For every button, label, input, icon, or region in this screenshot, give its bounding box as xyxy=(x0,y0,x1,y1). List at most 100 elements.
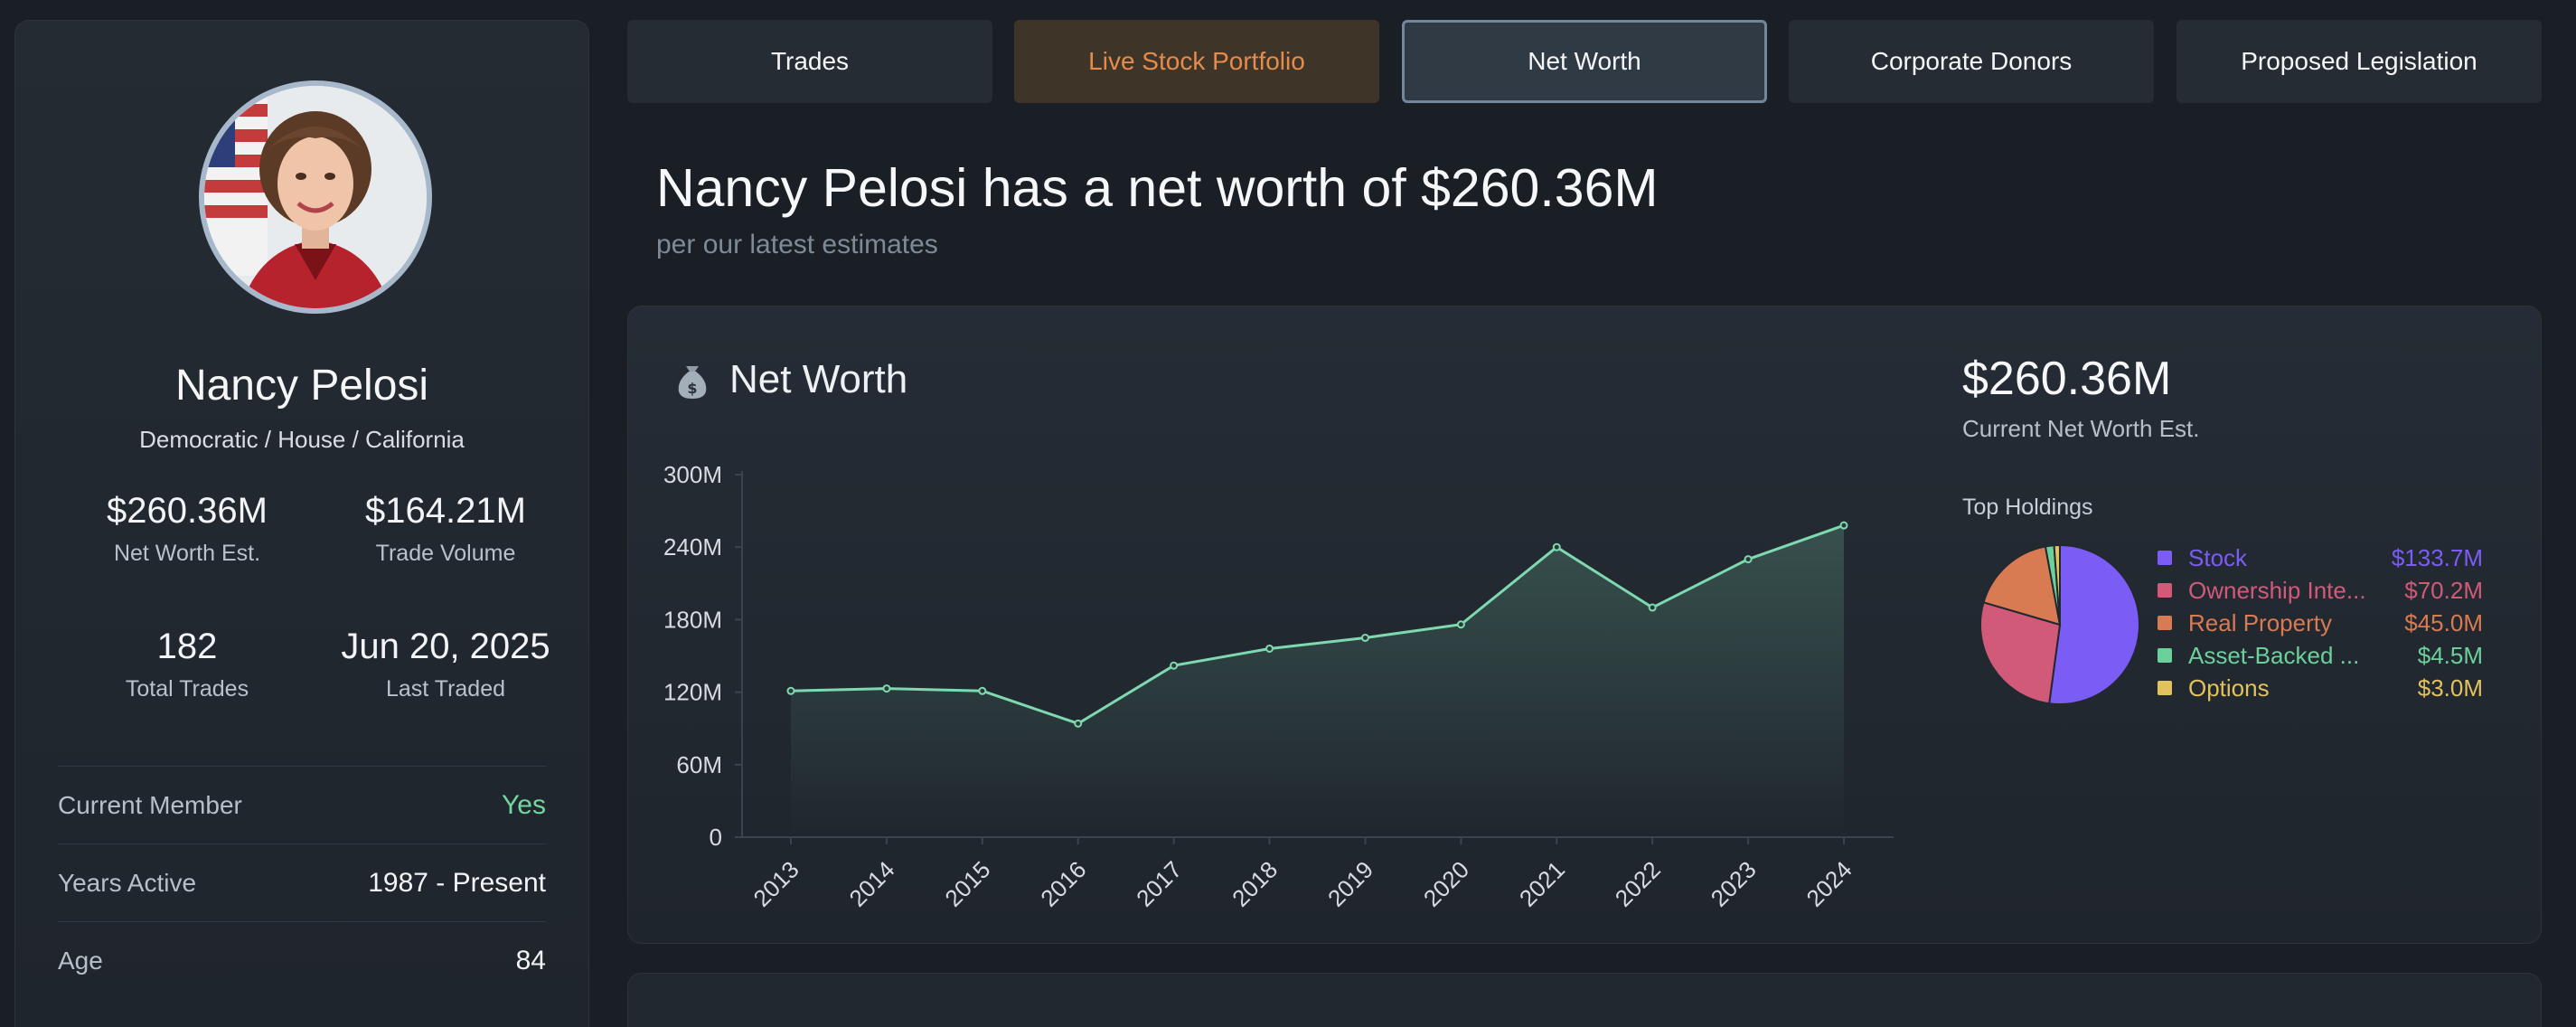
net-worth-card: $ Net Worth 0 60M 120M 180M 240M 300M 2013 2014… xyxy=(627,306,2542,944)
legend-swatch xyxy=(2158,583,2172,598)
legend-value: $70.2M xyxy=(2404,576,2483,604)
member-name: Nancy Pelosi xyxy=(174,362,429,410)
data-point xyxy=(1648,603,1657,612)
y-tick-label: 60M xyxy=(676,751,722,778)
data-point xyxy=(978,686,987,695)
stat-label: Net Worth Est. xyxy=(113,541,261,566)
row-key: Age xyxy=(58,946,103,975)
member-sidebar: Nancy Pelosi Democratic / House / Califo… xyxy=(14,20,589,1027)
y-tick-label: 300M xyxy=(663,461,722,488)
stat-label: Total Trades xyxy=(125,676,249,702)
data-point xyxy=(1839,521,1848,530)
row-years-active: Years Active 1987 - Present xyxy=(58,843,546,921)
x-tick-label: 2023 xyxy=(1706,856,1762,912)
member-party-chamber-state: Democratic / House / California xyxy=(139,426,465,453)
stat-net-worth: $260.36M Net Worth Est. xyxy=(56,491,318,567)
tab-live-stock-portfolio[interactable]: Live Stock Portfolio xyxy=(1014,20,1379,103)
pie-slice[interactable] xyxy=(2048,543,2140,705)
legend-label: Stock xyxy=(2188,543,2248,571)
y-tick-label: 0 xyxy=(710,824,722,851)
row-value: Yes xyxy=(502,789,546,820)
legend-item[interactable]: Options $3.0M xyxy=(2158,672,2483,704)
legend-value: $133.7M xyxy=(2391,543,2483,571)
legend-label: Ownership Inte... xyxy=(2188,576,2366,604)
top-holdings-title: Top Holdings xyxy=(1962,495,2093,520)
stat-label: Last Traded xyxy=(385,676,506,702)
row-key: Current Member xyxy=(58,790,242,819)
x-tick-label: 2022 xyxy=(1610,856,1666,912)
current-net-worth-value: $260.36M xyxy=(1962,353,2172,405)
money-bag-icon: $ xyxy=(678,366,707,399)
x-tick-label: 2021 xyxy=(1514,856,1570,912)
data-point xyxy=(786,686,795,695)
stat-total-trades: 182 Total Trades xyxy=(56,627,318,702)
legend-item[interactable]: Asset-Backed ... $4.5M xyxy=(2158,639,2483,672)
data-point xyxy=(1360,633,1369,642)
card-title-text: Net Worth xyxy=(729,357,908,401)
data-point xyxy=(882,684,891,693)
legend-swatch xyxy=(2158,551,2172,565)
y-tick-label: 240M xyxy=(663,533,722,561)
x-tick-label: 2014 xyxy=(843,856,899,912)
legend-item[interactable]: Real Property $45.0M xyxy=(2158,607,2483,639)
x-tick-label: 2013 xyxy=(748,856,804,912)
row-value: 1987 - Present xyxy=(368,867,546,898)
net-worth-series-line xyxy=(790,523,1845,725)
legend-label: Asset-Backed ... xyxy=(2188,641,2360,669)
x-tick-label: 2024 xyxy=(1801,856,1857,912)
legend-value: $3.0M xyxy=(2417,674,2483,702)
net-worth-area xyxy=(791,525,1844,837)
x-tick-label: 2019 xyxy=(1322,856,1378,912)
legend-value: $45.0M xyxy=(2404,608,2483,636)
y-tick-label: 120M xyxy=(663,679,722,706)
data-point xyxy=(1456,620,1465,629)
legend-label: Real Property xyxy=(2188,608,2332,636)
current-net-worth-label: Current Net Worth Est. xyxy=(1962,415,2200,442)
page-subhead: per our latest estimates xyxy=(656,230,938,259)
legend-item[interactable]: Ownership Inte... $70.2M xyxy=(2158,574,2483,607)
svg-text:$: $ xyxy=(687,380,697,397)
pie-slice[interactable] xyxy=(2053,543,2061,626)
row-value: 84 xyxy=(515,945,546,975)
stat-trade-volume: $164.21M Trade Volume xyxy=(315,491,577,567)
legend-label: Options xyxy=(2188,674,2270,702)
data-point xyxy=(1170,661,1179,670)
stat-last-traded: Jun 20, 2025 Last Traded xyxy=(315,627,577,702)
top-holdings-legend: Stock $133.7M Ownership Inte... $70.2M Real … xyxy=(2158,542,2483,704)
tab-trades[interactable]: Trades xyxy=(627,20,992,103)
legend-swatch xyxy=(2158,648,2172,663)
row-age: Age 84 xyxy=(58,921,546,999)
net-worth-line-chart: 0 60M 120M 180M 240M 300M 2013 2014 2015 2016 2017… xyxy=(663,461,1894,912)
x-tick-label: 2020 xyxy=(1418,856,1474,912)
legend-value: $4.5M xyxy=(2417,641,2483,669)
stat-value: $164.21M xyxy=(365,491,526,531)
legend-swatch xyxy=(2158,681,2172,695)
member-avatar xyxy=(199,80,432,314)
tab-corporate-donors[interactable]: Corporate Donors xyxy=(1789,20,2154,103)
stat-label: Trade Volume xyxy=(375,541,516,566)
page-headline: Nancy Pelosi has a net worth of $260.36M xyxy=(656,158,1659,218)
row-current-member: Current Member Yes xyxy=(58,766,546,843)
stat-value: $260.36M xyxy=(107,491,268,531)
data-point xyxy=(1074,719,1083,728)
pie-slice[interactable] xyxy=(1979,601,2062,705)
tab-proposed-legislation[interactable]: Proposed Legislation xyxy=(2176,20,2542,103)
stat-value: 182 xyxy=(156,627,218,666)
data-point xyxy=(1744,555,1753,564)
x-tick-label: 2018 xyxy=(1227,856,1283,912)
legend-item[interactable]: Stock $133.7M xyxy=(2158,542,2483,574)
x-tick-label: 2016 xyxy=(1035,856,1091,912)
data-point xyxy=(1552,542,1561,551)
y-tick-label: 180M xyxy=(663,606,722,633)
legend-swatch xyxy=(2158,616,2172,630)
row-key: Years Active xyxy=(58,868,197,897)
x-tick-label: 2015 xyxy=(939,856,995,912)
stat-value: Jun 20, 2025 xyxy=(341,627,550,666)
top-holdings-pie-chart xyxy=(1979,543,2140,705)
tab-net-worth[interactable]: Net Worth xyxy=(1402,20,1767,103)
pie-slice[interactable] xyxy=(1982,545,2062,627)
avatar-portrait xyxy=(204,86,427,308)
x-tick-label: 2017 xyxy=(1131,856,1187,912)
secondary-card xyxy=(627,973,2542,1027)
card-title: $ Net Worth xyxy=(672,357,907,402)
